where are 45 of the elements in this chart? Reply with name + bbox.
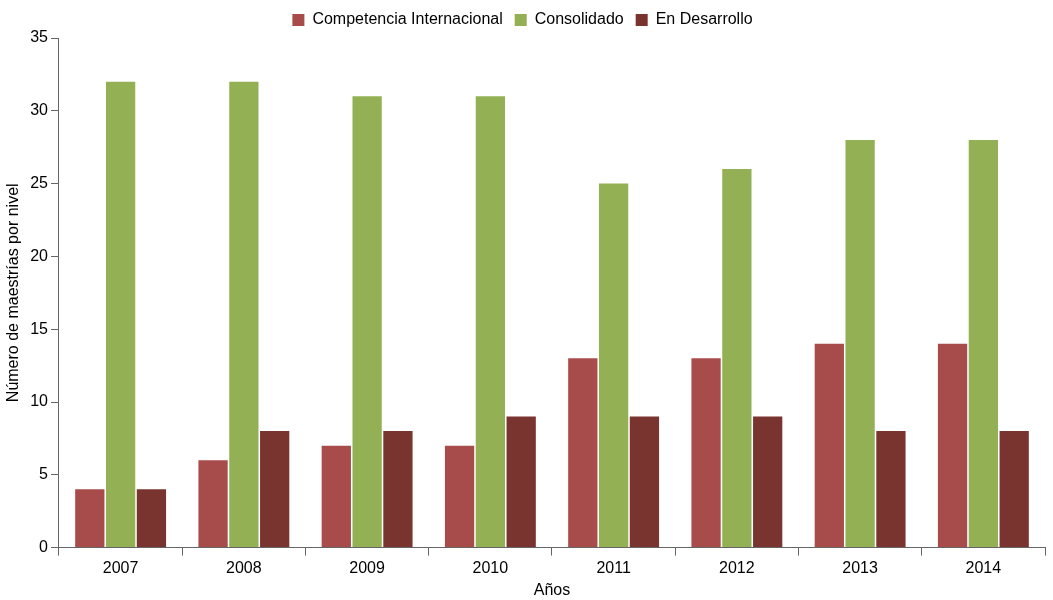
y-tick-label: 30 xyxy=(30,101,49,119)
x-tick-label: 2009 xyxy=(349,558,386,576)
x-tick-label: 2011 xyxy=(596,558,631,576)
y-tick-label: 25 xyxy=(30,174,49,192)
legend-label: Competencia Internacional xyxy=(312,10,503,28)
bar xyxy=(260,431,290,548)
bar xyxy=(814,343,844,548)
bar xyxy=(691,358,721,548)
legend-label: En Desarrollo xyxy=(655,10,753,28)
bar xyxy=(968,139,999,548)
x-axis-title: Años xyxy=(533,580,571,598)
bar xyxy=(475,96,506,548)
y-axis-title: Número de maestrías por nivel xyxy=(4,183,22,403)
bar xyxy=(722,169,752,548)
x-tick-label: 2010 xyxy=(472,558,509,576)
x-tick-label: 2008 xyxy=(226,558,262,576)
bar xyxy=(105,81,136,548)
y-tick-label: 20 xyxy=(30,246,49,264)
bar xyxy=(506,416,536,548)
x-tick-label: 2007 xyxy=(102,558,139,576)
bar xyxy=(75,489,105,548)
legend-label: Consolidado xyxy=(534,10,624,28)
bar xyxy=(999,431,1029,548)
bar xyxy=(753,416,783,548)
x-tick-label: 2014 xyxy=(965,558,1002,576)
bar xyxy=(568,358,598,548)
y-tick-label: 5 xyxy=(39,465,49,483)
bar xyxy=(136,489,167,548)
x-tick-label: 2013 xyxy=(842,558,879,576)
bar xyxy=(845,139,875,548)
bar xyxy=(198,460,228,548)
x-tick-label: 2012 xyxy=(719,558,755,576)
bar xyxy=(598,183,629,548)
bar xyxy=(229,81,259,548)
bar xyxy=(383,431,413,548)
bar xyxy=(352,96,382,548)
bar xyxy=(876,431,906,548)
y-tick-label: 0 xyxy=(39,538,49,556)
bar xyxy=(444,445,475,548)
bar xyxy=(321,445,351,548)
bar xyxy=(937,343,968,548)
bar xyxy=(629,416,660,548)
y-tick-label: 35 xyxy=(30,28,49,46)
y-tick-label: 10 xyxy=(30,392,49,410)
y-tick-label: 15 xyxy=(30,319,49,337)
